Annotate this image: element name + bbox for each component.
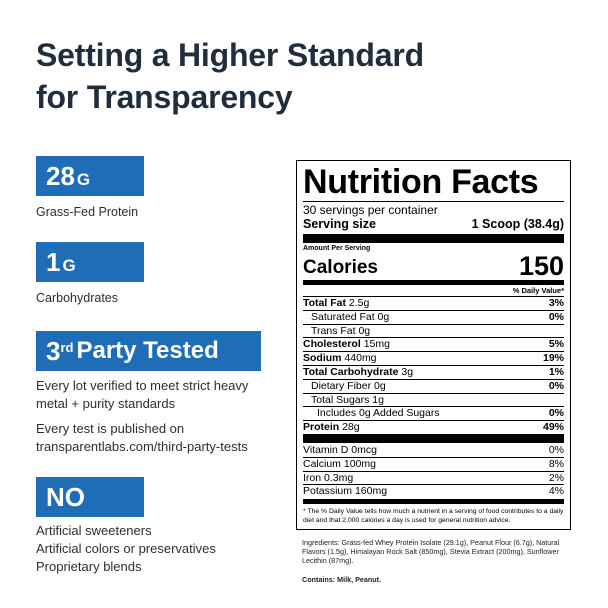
third-party-ordinal-suffix: rd	[60, 339, 74, 355]
nutrient-amount: 28g	[342, 421, 360, 434]
mineral-amount: 160mg	[354, 485, 388, 498]
third-party-line-4: transparentlabs.com/third-party-tests	[36, 439, 248, 454]
mineral-percent: 8%	[548, 457, 564, 470]
mineral-name: Potassium	[303, 485, 353, 498]
nutrient-amount: 1g	[372, 393, 384, 406]
protein-badge: 28 G	[36, 156, 144, 196]
nutrient-row: Total Sugars 1g	[303, 392, 564, 407]
calories-label: Calories	[303, 257, 378, 278]
daily-value-footnote: * The % Daily Value tells how much a nut…	[303, 508, 564, 524]
no-list: Artificial sweeteners Artificial colors …	[36, 522, 216, 576]
nutrient-percent: 0%	[548, 379, 564, 392]
divider-medium	[303, 499, 564, 505]
nutrient-amount: 440mg	[344, 352, 377, 365]
serving-size: Serving size 1 Scoop (38.4g)	[303, 217, 564, 232]
nutrient-amount: 0g	[374, 379, 386, 392]
nutrient-name: Dietary Fiber	[311, 379, 372, 392]
third-party-description: Every lot verified to meet strict heavy …	[36, 377, 248, 413]
third-party-text: Party Tested	[76, 337, 219, 364]
nutrient-name: Total Carbohydrate	[303, 365, 399, 378]
protein-value: 28	[46, 161, 75, 191]
no-label: NO	[46, 482, 85, 512]
nutrient-row: Sodium 440mg 19%	[303, 351, 564, 365]
mineral-percent: 2%	[548, 471, 564, 484]
protein-unit: G	[76, 169, 91, 189]
nutrient-amount: 2.5g	[348, 297, 370, 309]
servings-per-container: 30 servings per container	[303, 201, 564, 217]
mineral-name: Calcium	[303, 457, 341, 470]
nutrient-name: Protein	[303, 421, 340, 434]
mineral-amount: 0mcg	[351, 443, 377, 456]
third-party-link-text: Every test is published on transparentla…	[36, 420, 248, 456]
serving-size-label: Serving size	[303, 217, 376, 231]
nutrient-name: Total Sugars	[311, 393, 370, 406]
daily-value-header: % Daily Value*	[512, 286, 564, 295]
nutrient-row: Trans Fat 0g	[303, 323, 564, 338]
mineral-row: Potassium 160mg 4%	[303, 484, 564, 498]
mineral-percent: 4%	[548, 485, 564, 498]
nutrition-title: Nutrition Facts	[303, 163, 539, 201]
nutrient-name: Cholesterol	[303, 338, 361, 351]
serving-size-value: 1 Scoop (38.4g)	[471, 217, 564, 231]
nutrient-amount: 3g	[401, 365, 414, 378]
nutrient-name: Total Fat	[303, 297, 346, 309]
nutrient-percent: 49%	[542, 421, 564, 434]
headline-line-1: Setting a Higher Standard	[36, 37, 424, 73]
calories-row: Calories 150	[303, 251, 564, 281]
nutrient-percent: 1%	[548, 365, 564, 378]
mineral-amount: 0.3mg	[324, 471, 354, 484]
nutrient-percent: 19%	[542, 352, 564, 365]
third-party-line-3: Every test is published on	[36, 421, 185, 436]
amount-per-serving: Amount Per Serving	[303, 245, 371, 252]
nutrient-row: Dietary Fiber 0g 0%	[303, 378, 564, 393]
no-item: Artificial colors or preservatives	[36, 541, 216, 556]
nutrient-row: Saturated Fat 0g 0%	[303, 309, 564, 324]
mineral-name: Vitamin D	[303, 443, 349, 456]
divider-thick	[303, 234, 564, 243]
no-badge: NO	[36, 477, 144, 517]
mineral-name: Iron	[303, 471, 322, 484]
mineral-percent: 0%	[548, 443, 564, 456]
mineral-row: Vitamin D 0mcg 0%	[303, 444, 564, 457]
third-party-ordinal: 3	[46, 336, 61, 366]
divider-medium	[303, 280, 564, 285]
nutrient-name: Sodium	[303, 352, 342, 365]
nutrition-facts-label: Nutrition Facts 30 servings per containe…	[296, 160, 571, 531]
divider-thick	[303, 433, 564, 443]
nutrient-row: Includes 0g Added Sugars 0%	[303, 406, 564, 420]
mineral-amount: 100mg	[343, 457, 376, 470]
nutrient-amount: 15mg	[363, 338, 390, 351]
third-party-line-1: Every lot verified to meet strict heavy	[36, 378, 249, 393]
mineral-row: Calcium 100mg 8%	[303, 456, 564, 471]
nutrient-percent: 0%	[548, 407, 564, 420]
nutrient-amount: 0g	[377, 310, 390, 323]
protein-label: Grass-Fed Protein	[36, 205, 139, 219]
no-item: Artificial sweeteners	[36, 523, 152, 538]
nutrient-percent: 0%	[548, 310, 564, 323]
no-item: Proprietary blends	[36, 559, 142, 574]
nutrient-name: Trans Fat	[311, 324, 356, 337]
nutrient-name: Includes 0g Added Sugars	[317, 407, 440, 420]
nutrient-percent: 5%	[548, 338, 564, 351]
headline: Setting a Higher Standard for Transparen…	[36, 34, 576, 118]
headline-line-2: for Transparency	[36, 79, 293, 115]
calories-value: 150	[518, 251, 564, 281]
carbs-label: Carbohydrates	[36, 291, 118, 305]
third-party-line-2: metal + purity standards	[36, 396, 176, 411]
nutrient-row: Protein 28g 49%	[303, 420, 564, 434]
nutrient-row: Total Carbohydrate 3g 1%	[303, 364, 564, 379]
carbs-unit: G	[62, 255, 76, 275]
ingredients-text: Ingredients: Grass-fed Whey Protein Isol…	[302, 538, 560, 565]
nutrient-row: Total Fat 2.5g 3%	[303, 296, 564, 310]
allergen-contains: Contains: Milk, Peanut.	[302, 575, 382, 584]
nutrient-row: Cholesterol 15mg 5%	[303, 337, 564, 351]
carbs-value: 1	[46, 247, 61, 277]
nutrient-percent: 3%	[548, 297, 564, 309]
mineral-row: Iron 0.3mg 2%	[303, 470, 564, 485]
nutrient-amount: 0g	[358, 324, 371, 337]
nutrient-name: Saturated Fat	[311, 310, 375, 323]
